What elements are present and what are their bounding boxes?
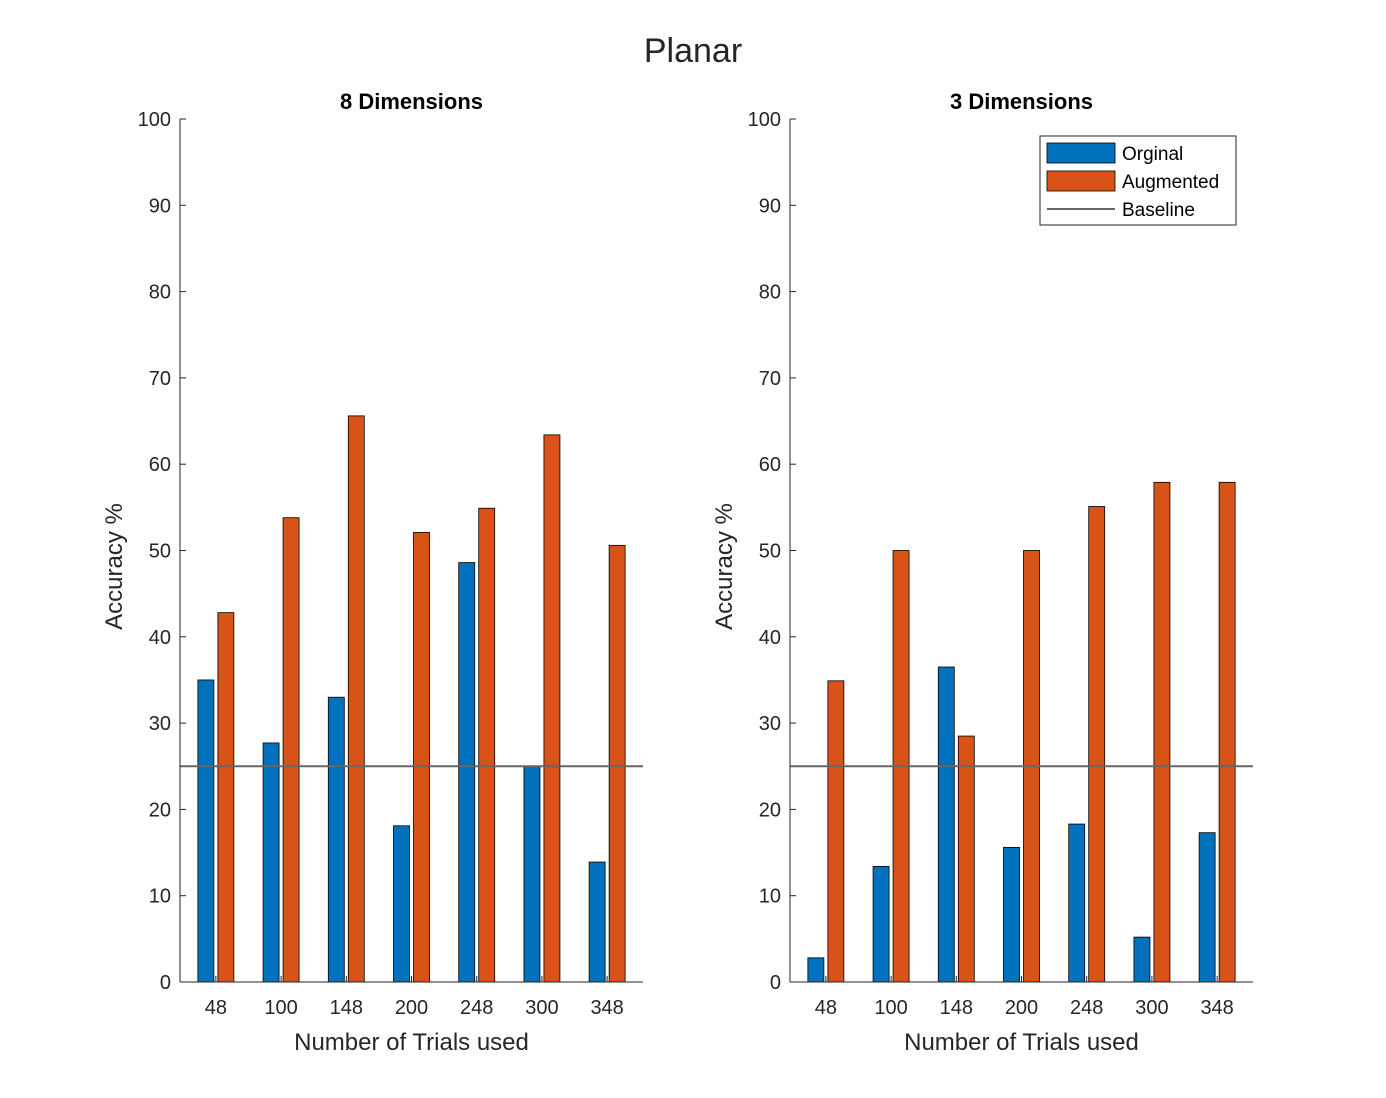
bar-augmented-348 xyxy=(1218,481,1236,983)
y-tick-label: 60 xyxy=(149,454,171,476)
bar-augmented-300 xyxy=(543,434,561,983)
y-tick-label: 10 xyxy=(759,886,781,908)
x-tick-label: 348 xyxy=(1200,997,1233,1019)
bar-augmented-248 xyxy=(478,507,496,983)
y-tick-label: 100 xyxy=(138,109,171,131)
legend-item-augmented-swatch xyxy=(1046,170,1116,192)
y-tick-label: 0 xyxy=(770,972,781,994)
bar-original-248 xyxy=(458,562,476,983)
bar-original-48 xyxy=(807,957,825,983)
bar-original-248 xyxy=(1068,823,1086,983)
bar-original-148 xyxy=(937,666,955,983)
y-tick-label: 40 xyxy=(759,627,781,649)
y-axis-label: Accuracy % xyxy=(101,503,128,630)
bar-augmented-248 xyxy=(1088,506,1106,983)
bar-original-300 xyxy=(523,765,541,983)
y-tick-label: 90 xyxy=(149,195,171,217)
y-tick-label: 0 xyxy=(160,972,171,994)
legend: Orginal Augmented Baseline xyxy=(1039,135,1237,226)
bar-original-300 xyxy=(1133,936,1151,983)
legend-item-original-swatch xyxy=(1046,142,1116,164)
x-tick-label: 200 xyxy=(1005,997,1038,1019)
x-tick-label: 300 xyxy=(525,997,558,1019)
bar-augmented-100 xyxy=(282,517,300,983)
legend-item-original-label: Orginal xyxy=(1122,144,1183,165)
axes-3-dimensions: 3 Dimensions 0 10 20 30 40 50 60 70 80 90 100 48 100 1… xyxy=(711,89,1253,1056)
axes-title: 3 Dimensions xyxy=(950,89,1093,114)
y-tick-label: 60 xyxy=(759,454,781,476)
bar-original-100 xyxy=(872,865,890,983)
bar-original-100 xyxy=(262,742,280,983)
y-tick-label: 10 xyxy=(149,886,171,908)
x-tick-label: 48 xyxy=(205,997,227,1019)
x-tick-label: 148 xyxy=(330,997,363,1019)
bar-original-200 xyxy=(1003,846,1020,983)
bar-augmented-348 xyxy=(608,544,626,983)
y-tick-label: 80 xyxy=(149,282,171,304)
legend-item-augmented-label: Augmented xyxy=(1122,172,1219,193)
y-tick-label: 50 xyxy=(759,541,781,563)
bar-original-348 xyxy=(1198,832,1216,983)
figure-title: Planar xyxy=(644,32,742,70)
y-tick-label: 50 xyxy=(149,541,171,563)
x-tick-label: 48 xyxy=(815,997,837,1019)
legend-item-baseline-label: Baseline xyxy=(1122,200,1195,221)
y-tick-label: 80 xyxy=(759,282,781,304)
y-tick-label: 30 xyxy=(759,713,781,735)
axes-8-dimensions: 8 Dimensions 0 10 20 30 40 50 60 70 80 90 100 48 100 1… xyxy=(101,89,643,1056)
x-tick-label: 300 xyxy=(1135,997,1168,1019)
y-tick-label: 70 xyxy=(759,368,781,390)
y-tick-label: 40 xyxy=(149,627,171,649)
y-tick-label: 20 xyxy=(759,799,781,821)
y-tick-label: 90 xyxy=(759,195,781,217)
bar-augmented-200 xyxy=(413,531,430,983)
y-tick-label: 30 xyxy=(149,713,171,735)
bar-augmented-48 xyxy=(217,612,235,983)
bar-original-200 xyxy=(393,825,410,983)
x-tick-label: 248 xyxy=(1070,997,1103,1019)
x-tick-label: 248 xyxy=(460,997,493,1019)
bar-augmented-48 xyxy=(827,680,845,983)
x-tick-label: 148 xyxy=(940,997,973,1019)
y-tick-label: 20 xyxy=(149,799,171,821)
x-tick-label: 200 xyxy=(395,997,428,1019)
y-axis-label: Accuracy % xyxy=(711,503,738,630)
x-tick-label: 100 xyxy=(874,997,907,1019)
x-tick-label: 100 xyxy=(264,997,297,1019)
y-tick-label: 70 xyxy=(149,368,171,390)
bar-augmented-148 xyxy=(957,735,975,983)
x-axis-label: Number of Trials used xyxy=(294,1029,529,1056)
x-axis-label: Number of Trials used xyxy=(904,1029,1139,1056)
bar-original-148 xyxy=(327,696,345,983)
axes-title: 8 Dimensions xyxy=(340,89,483,114)
bar-original-348 xyxy=(588,861,606,983)
bar-original-48 xyxy=(197,679,215,983)
x-tick-label: 348 xyxy=(590,997,623,1019)
bar-augmented-148 xyxy=(347,415,365,983)
bar-augmented-300 xyxy=(1153,481,1171,983)
y-tick-label: 100 xyxy=(748,109,781,131)
